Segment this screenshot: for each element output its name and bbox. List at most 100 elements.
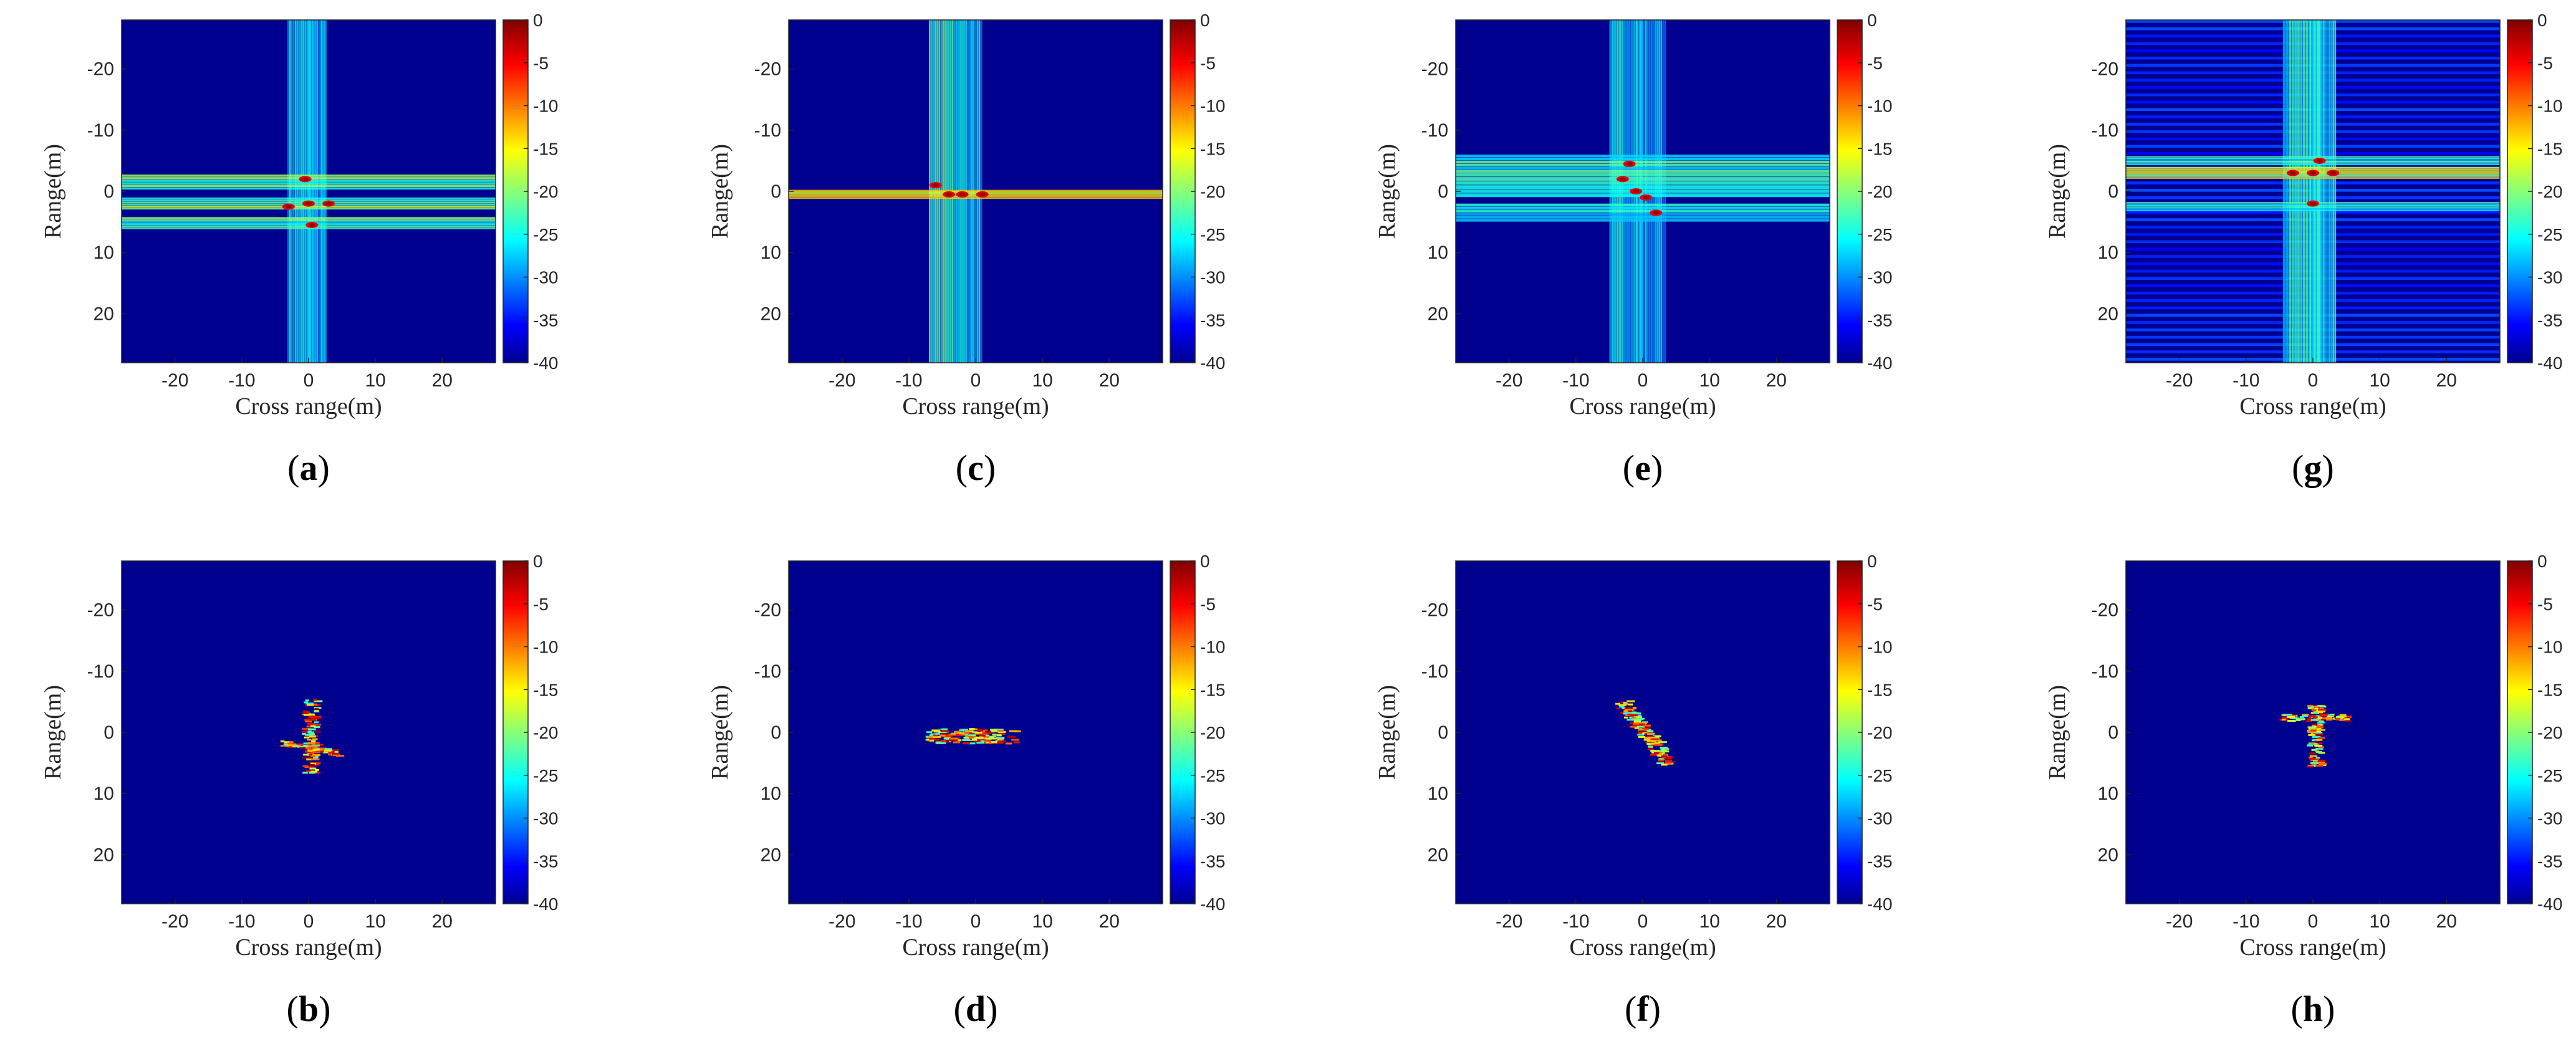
target-pixel [286, 742, 292, 745]
x-tick-label: 20 [2436, 911, 2457, 932]
scatterer-core [285, 204, 292, 209]
panel-label: (f) [1625, 989, 1661, 1029]
target-pixel [974, 740, 983, 742]
target-pixel [1615, 702, 1620, 705]
x-tick-label: 0 [2308, 370, 2319, 391]
target-pixel [2309, 752, 2315, 755]
colorbar-tick-label: -20 [1200, 182, 1225, 201]
target-pixel [1647, 739, 1655, 742]
y-tick-label: 10 [761, 783, 781, 804]
colorbar-tick-label: -30 [1200, 809, 1225, 828]
panel-label-open: ( [2291, 989, 2303, 1029]
target-pixel [1665, 756, 1674, 759]
sidelobe-row [1456, 157, 1830, 161]
target-pixel [304, 701, 309, 704]
y-tick-label: -20 [2092, 59, 2118, 80]
target-pixel [310, 770, 318, 773]
sidelobe-column [318, 20, 320, 363]
target-pixel [313, 699, 317, 701]
x-axis-label: Cross range(m) [1569, 934, 1716, 961]
target-pixel [314, 771, 321, 774]
image-layer [2126, 20, 2500, 363]
target-pixel [312, 754, 321, 756]
colorbar-tick-label: -20 [1867, 182, 1892, 201]
target-pixel [2317, 715, 2322, 717]
panel-label-close: ) [319, 989, 330, 1029]
sidelobe-column [314, 20, 315, 363]
colorbar-tick-label: -15 [1867, 680, 1892, 699]
y-tick-label: 20 [94, 304, 114, 324]
target-pixel [309, 714, 315, 716]
sidelobe-column [320, 20, 322, 363]
target-pixel [982, 736, 989, 739]
panel-label-letter: h [2303, 989, 2323, 1029]
sidelobe-row [2126, 206, 2500, 208]
colorbar-tick-label: -35 [2537, 310, 2562, 330]
panel-label-open: ( [1625, 989, 1636, 1029]
target-pixel [2314, 745, 2323, 747]
target-pixel [1636, 726, 1645, 728]
colorbar-tick-label: -25 [533, 225, 558, 244]
target-pixel [310, 763, 316, 765]
target-pixel [309, 745, 317, 747]
target-pixel [1645, 740, 1651, 743]
target-pixel [963, 742, 970, 744]
target-pixel [1632, 717, 1640, 720]
target-pixel [1623, 702, 1627, 704]
target-pixel [1638, 732, 1642, 735]
target-pixel [997, 731, 1006, 733]
colorbar-tick-label: -20 [1867, 723, 1892, 742]
target-pixel [2312, 716, 2318, 719]
target-pixel [949, 733, 956, 735]
scatterer-core [1653, 211, 1660, 215]
colorbar-tick-label: -15 [1200, 680, 1225, 699]
target-pixel [2307, 730, 2314, 732]
target-pixel [306, 758, 312, 760]
target-pixel [2315, 739, 2323, 741]
y-tick-label: -20 [1421, 600, 1448, 621]
panel-g: -20 -10 0 10 20 -20 -10 0 10 20 Cross range(m) Rang… [2044, 11, 2562, 488]
target-pixel [976, 732, 984, 735]
target-pixel [1007, 735, 1016, 738]
scatterer-core [959, 192, 966, 196]
colorbar-tick-label: -30 [1867, 268, 1892, 287]
target-pixel [959, 732, 965, 735]
y-tick-label: 10 [2098, 783, 2118, 804]
panel-label-letter: c [968, 448, 984, 488]
scatterer-core [1643, 195, 1650, 199]
colorbar-tick-label: -15 [2537, 680, 2562, 699]
target-pixel [2344, 718, 2350, 721]
target-pixel [1627, 700, 1635, 702]
x-tick-label: -20 [1496, 911, 1522, 932]
target-pixel [333, 754, 340, 757]
panel-label-open: ( [287, 448, 299, 488]
target-pixel [306, 750, 311, 753]
target-pixel [971, 734, 976, 737]
target-pixel [1663, 757, 1671, 760]
panel-label-letter: f [1636, 989, 1649, 1029]
target-pixel [1654, 744, 1663, 746]
target-pixel [974, 731, 983, 734]
scatterer-core [979, 192, 986, 196]
colorbar-tick-label: -40 [1867, 353, 1892, 373]
target-pixel [309, 752, 315, 754]
target-pixel [2315, 757, 2320, 759]
target-pixel [953, 741, 961, 744]
target-pixel [2309, 755, 2318, 757]
target-pixel [1623, 702, 1628, 705]
panel-h: -20 -10 0 10 20 -20 -10 0 10 20 Cross range(m) Rang… [2044, 552, 2562, 1029]
target-pixel [1626, 708, 1633, 711]
target-pixel [969, 728, 975, 731]
target-pixel [985, 734, 990, 737]
colorbar-tick-label: -20 [2537, 723, 2562, 742]
sidelobe-row [1456, 219, 1830, 222]
target-pixel [280, 740, 285, 742]
target-pixel [941, 733, 949, 735]
colorbar-tick-label: -25 [1867, 766, 1892, 785]
target-pixel [1619, 701, 1624, 704]
target-pixel [936, 742, 944, 744]
panel-label-close: ) [1651, 448, 1663, 488]
target-pixel [989, 729, 997, 731]
y-tick-label: -10 [87, 120, 114, 141]
sidelobe-row [2126, 166, 2500, 169]
